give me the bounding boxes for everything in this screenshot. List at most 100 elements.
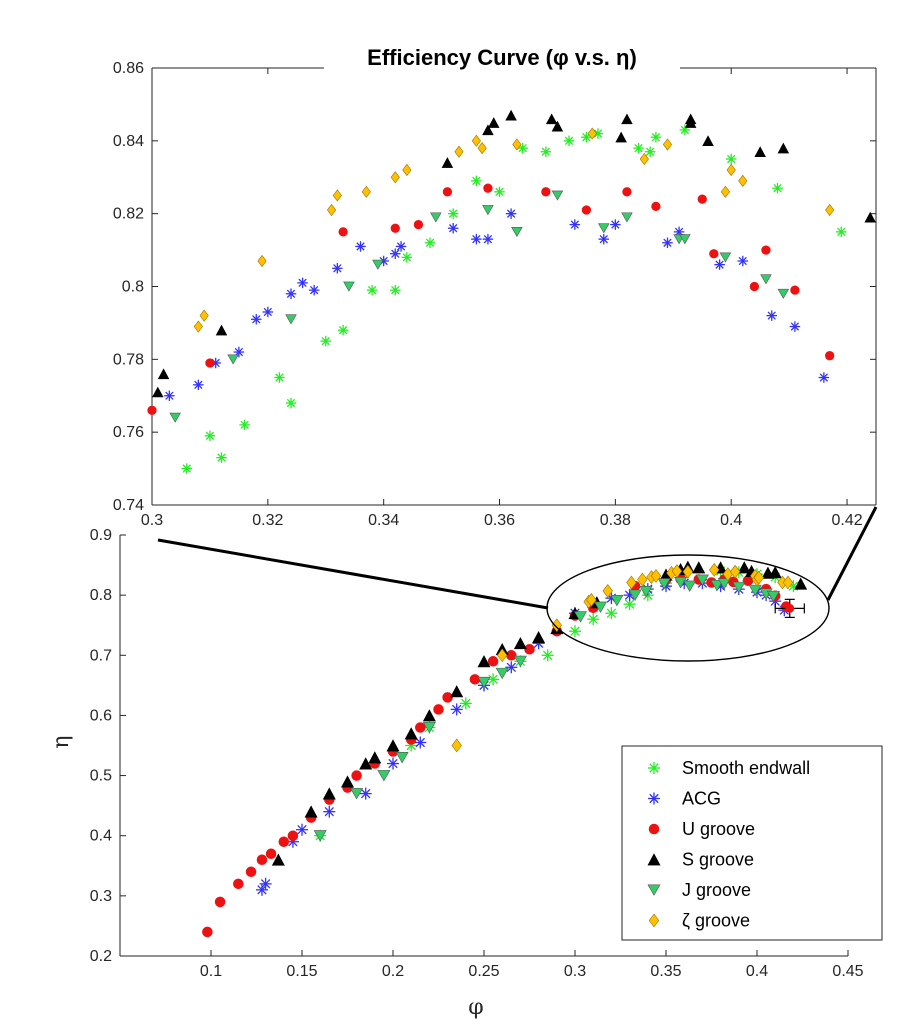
legend-entry: J groove: [647, 880, 751, 900]
legend-box: [621, 745, 883, 941]
x-tick-label: 0.2: [382, 963, 404, 980]
data-point: [372, 259, 384, 270]
data-point: [717, 578, 731, 590]
data-point: [361, 185, 371, 198]
plot-area: [152, 68, 876, 505]
data-point: [351, 770, 362, 781]
data-point: [204, 430, 216, 442]
y-tick-label: 0.7: [90, 647, 112, 664]
data-point: [782, 575, 794, 590]
data-point: [442, 692, 453, 703]
y-tick-label: 0.78: [113, 351, 144, 368]
data-point: [477, 676, 491, 689]
data-point: [450, 703, 463, 716]
data-point: [541, 649, 554, 662]
data-point: [753, 570, 764, 585]
data-point: [541, 187, 551, 197]
data-point: [338, 227, 348, 237]
data-point: [366, 284, 378, 296]
error-bar: [774, 598, 805, 618]
legend-label: U groove: [682, 819, 755, 839]
data-point: [679, 234, 691, 245]
data-point: [337, 324, 349, 336]
data-point: [825, 351, 835, 361]
data-point: [239, 419, 250, 431]
data-point: [671, 564, 683, 578]
data-point: [710, 580, 724, 592]
data-point: [602, 584, 613, 598]
data-point: [169, 412, 181, 423]
y-tick-label: 0.76: [113, 424, 144, 441]
data-point: [471, 175, 482, 187]
data-point: [471, 134, 481, 147]
data-point: [623, 598, 636, 611]
data-point: [390, 171, 400, 184]
data-point: [255, 883, 268, 896]
data-point: [422, 721, 436, 734]
data-point: [482, 124, 494, 136]
data-point: [469, 674, 481, 685]
legend-label: ACG: [682, 789, 721, 809]
data-point: [633, 142, 644, 154]
series-s-groove: [152, 109, 876, 398]
data-point: [760, 274, 772, 285]
data-point: [684, 117, 697, 128]
inset-scatter-chart: 0.3 0.32 0.34 0.36 0.38 0.4 0.420.740.760.780.…: [113, 40, 877, 529]
data-point: [199, 309, 209, 322]
data-point: [605, 607, 618, 620]
data-point: [483, 183, 493, 193]
data-point: [639, 152, 649, 166]
data-point: [147, 405, 157, 415]
data-point: [494, 186, 505, 198]
data-point: [864, 211, 876, 223]
x-tick-label: 0.36: [484, 512, 515, 529]
data-point: [587, 613, 600, 626]
data-point: [729, 564, 741, 579]
data-point: [332, 263, 343, 274]
data-point: [766, 590, 780, 603]
x-tick-label: 0.35: [650, 963, 681, 980]
data-point: [719, 252, 732, 263]
data-point: [551, 120, 564, 132]
data-point: [157, 368, 170, 380]
legend-label: Smooth endwall: [682, 758, 810, 778]
data-point: [749, 281, 760, 292]
data-point: [265, 848, 277, 860]
y-tick-label: 0.3: [90, 888, 112, 905]
legend-entry: S groove: [647, 850, 754, 870]
x-tick-label: 0.3: [141, 512, 163, 529]
data-point: [433, 704, 444, 715]
data-point: [482, 233, 494, 245]
data-point: [227, 354, 239, 365]
data-point: [532, 631, 546, 644]
data-point: [754, 146, 766, 157]
y-tick-label: 0.8: [122, 279, 144, 296]
data-point: [214, 896, 226, 908]
series-groove: [193, 127, 835, 333]
data-point: [511, 227, 523, 238]
data-point: [505, 208, 517, 219]
data-point: [545, 113, 558, 125]
data-point: [524, 644, 535, 655]
data-point: [447, 222, 459, 234]
data-point: [726, 163, 736, 177]
data-point: [610, 595, 624, 607]
data-point: [683, 580, 697, 592]
data-point: [709, 249, 719, 259]
series-groove: [451, 562, 794, 753]
data-point: [621, 113, 633, 125]
y-tick-label: 0.84: [113, 133, 144, 150]
legend-entry: Smooth endwall: [648, 758, 810, 778]
data-point: [251, 314, 262, 325]
data-point: [772, 182, 783, 194]
data-point: [581, 205, 592, 215]
data-point: [789, 321, 801, 332]
data-point: [482, 205, 494, 216]
x-tick-label: 0.3: [564, 963, 586, 980]
data-point: [587, 127, 597, 140]
legend-marker: [648, 792, 660, 805]
x-ticks: 0.1 0.15 0.2 0.25 0.3 0.35 0.4 0.45: [200, 950, 864, 980]
legend-label: S groove: [682, 850, 754, 870]
legend-marker: [648, 823, 660, 835]
data-point: [322, 787, 336, 800]
